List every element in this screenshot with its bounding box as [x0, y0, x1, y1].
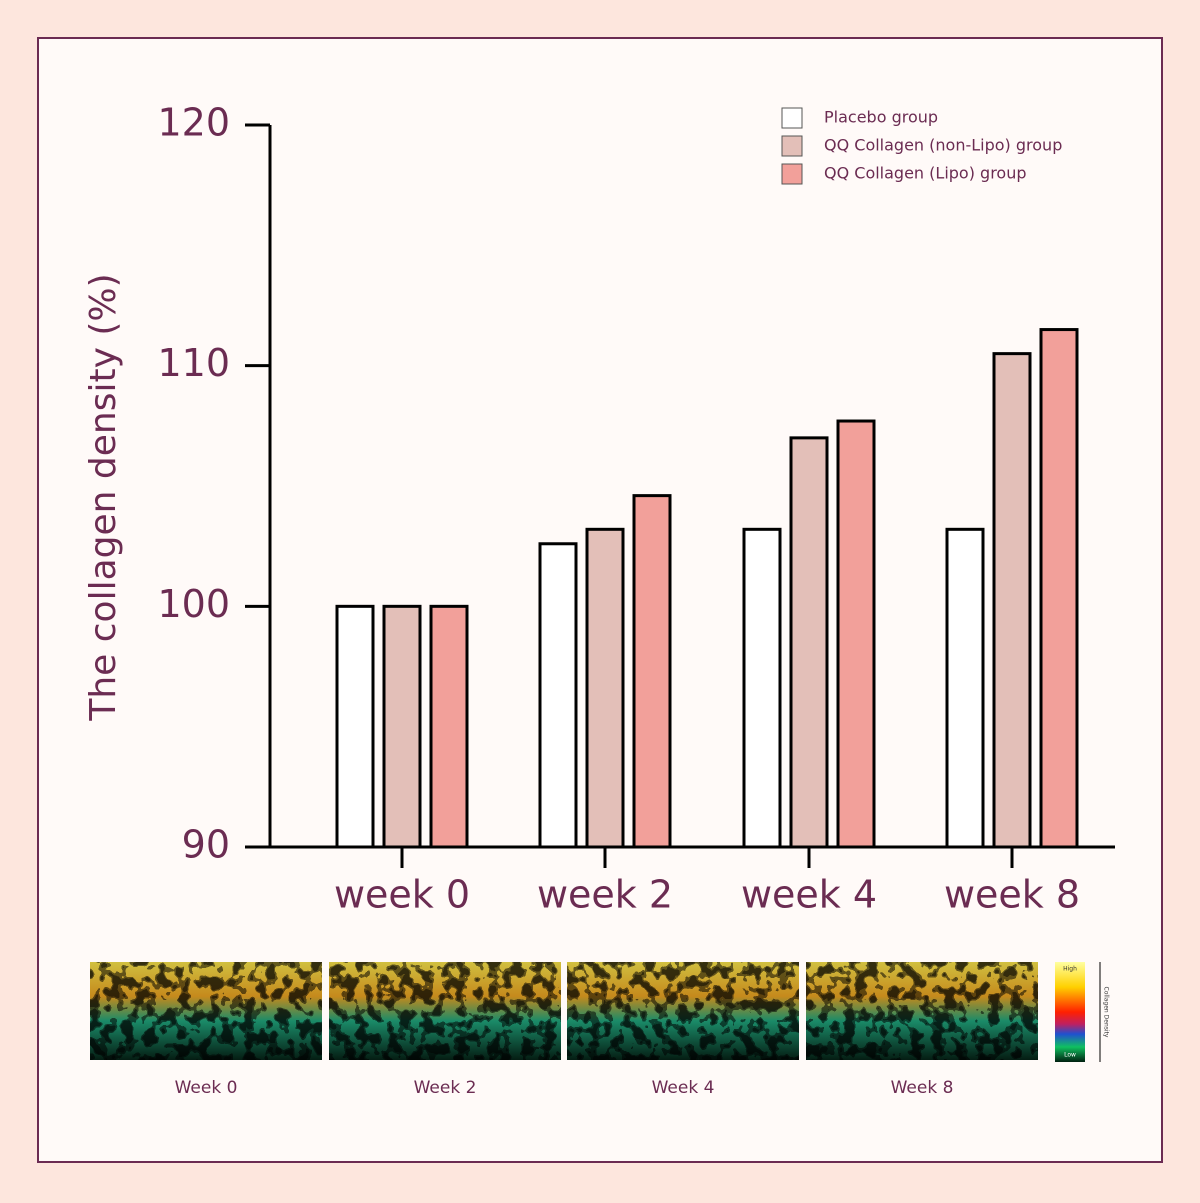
image-texture: [90, 962, 322, 1060]
y-tick-label: 120: [157, 101, 230, 145]
bar: [335, 604, 375, 849]
legend-label: QQ Collagen (non-Lipo) group: [824, 136, 1062, 155]
image-texture: [567, 962, 799, 1060]
x-tick-label: week 0: [334, 873, 470, 917]
legend-label: Placebo group: [824, 108, 938, 127]
bar: [538, 542, 578, 849]
y-tick-label: 110: [157, 341, 230, 385]
bar: [382, 604, 422, 849]
colorbar-high: High: [1063, 966, 1077, 973]
colorbar-low: Low: [1064, 1052, 1076, 1059]
y-tick-label: 90: [182, 823, 230, 867]
image-label: Week 4: [652, 1078, 715, 1098]
y-tick-label: 100: [157, 582, 230, 626]
x-tick-label: week 2: [537, 873, 673, 917]
image-label: Week 0: [175, 1078, 238, 1098]
bar: [992, 352, 1032, 849]
bar: [945, 527, 985, 849]
legend-swatch: [781, 163, 803, 185]
legend-swatch: [781, 135, 803, 157]
x-tick-label: week 4: [741, 873, 877, 917]
y-axis-label: The collagen density (%): [83, 273, 124, 721]
image-label: Week 2: [414, 1078, 477, 1098]
bar: [836, 419, 876, 849]
image-label: Week 8: [891, 1078, 954, 1098]
image-texture: [806, 962, 1038, 1060]
bar: [429, 604, 469, 849]
colorbar-title: Collagen Density: [1103, 987, 1110, 1038]
colorbar: [1055, 962, 1085, 1062]
bar: [632, 494, 672, 849]
x-tick-label: week 8: [944, 873, 1080, 917]
image-strip: High Low Collagen Density: [90, 962, 1110, 1062]
bar: [742, 527, 782, 849]
bar: [1039, 328, 1079, 849]
legend-swatch: [781, 107, 803, 129]
legend-label: QQ Collagen (Lipo) group: [824, 164, 1027, 183]
bar: [585, 527, 625, 849]
image-texture: [329, 962, 561, 1060]
bar: [789, 436, 829, 849]
